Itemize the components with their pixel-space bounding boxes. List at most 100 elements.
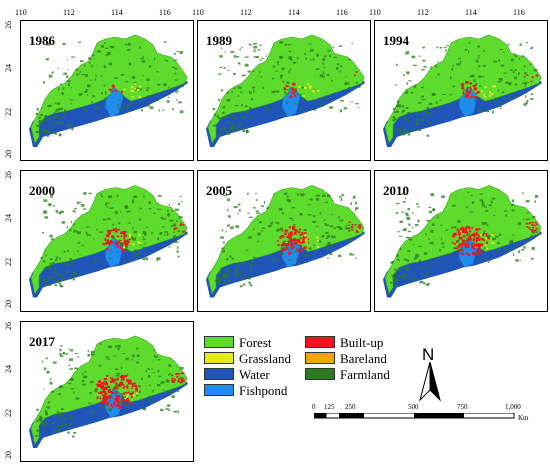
landcover-map-1994 [383, 34, 542, 147]
map-panel-1994: 1994 [374, 20, 548, 161]
landcover-map-2010 [383, 185, 542, 298]
builtup-patches [95, 372, 185, 410]
map-panel-1989: 1989 [197, 20, 371, 161]
panel-year-1986: 1986 [29, 33, 55, 48]
lon-tick-110: 110 [192, 8, 204, 17]
forest-area [30, 185, 188, 295]
lat-tick-24: 24 [4, 365, 13, 373]
legend-swatch-grassland [204, 352, 234, 364]
builtup-patches [460, 74, 539, 99]
water-area [206, 81, 365, 147]
scale-label-250: 250 [345, 403, 356, 411]
lon-tick-110: 110 [15, 8, 27, 17]
farmland-patches [40, 192, 183, 288]
lat-tick-22: 22 [4, 108, 13, 116]
legend-item-fishpond: Fishpond [204, 383, 287, 397]
panel-year-2017: 2017 [29, 334, 55, 349]
builtup-patches [108, 84, 123, 93]
north-arrow-icon [419, 362, 441, 402]
landcover-map-2005 [206, 185, 365, 298]
panel-year-2005: 2005 [206, 183, 232, 198]
water-area [29, 382, 188, 448]
builtup-patches [283, 71, 358, 99]
legend-swatch-builtup [305, 336, 335, 348]
water-area [29, 231, 188, 298]
map-panel-2010: 2010 [374, 170, 548, 312]
landcover-map-1989 [206, 34, 365, 147]
farmland-patches [35, 41, 184, 137]
map-panel-2000: 2000 [20, 170, 194, 312]
lon-tick-110: 110 [369, 8, 381, 17]
legend-label-grassland: Grassland [239, 350, 291, 366]
panel-year-1994: 1994 [383, 33, 409, 48]
panel-year-1989: 1989 [206, 33, 232, 48]
farmland-patches [212, 41, 361, 136]
lat-tick-20: 20 [4, 451, 13, 459]
builtup-patches [276, 221, 362, 255]
legend-item-builtup: Built-up [305, 335, 383, 349]
water-area [383, 231, 542, 298]
north-arrow: N [418, 346, 442, 402]
lon-tick-112: 112 [63, 8, 75, 17]
legend-label-bareland: Bareland [340, 350, 387, 366]
lat-tick-22: 22 [4, 258, 13, 266]
builtup-patches [102, 222, 185, 252]
legend-label-builtup: Built-up [340, 334, 384, 350]
scale-bar: 0 125 250 500 750 1,000 Km [312, 404, 537, 430]
legend-label-water: Water [239, 366, 270, 382]
lon-tick-114: 114 [111, 8, 123, 17]
farmland-patches [390, 191, 539, 287]
legend-swatch-forest [204, 336, 234, 348]
scale-label-125: 125 [324, 403, 335, 411]
panel-year-2000: 2000 [29, 183, 55, 198]
legend-item-bareland: Bareland [305, 351, 387, 365]
legend-label-fishpond: Fishpond [239, 382, 288, 398]
legend: Forest Grassland Water Fishpond Built-up… [204, 335, 414, 400]
legend-item-grassland: Grassland [204, 351, 291, 365]
legend-swatch-farmland [305, 368, 335, 380]
lon-tick-116: 116 [513, 8, 525, 17]
legend-swatch-bareland [305, 352, 335, 364]
lat-tick-24: 24 [4, 214, 13, 222]
legend-item-forest: Forest [204, 335, 272, 349]
lat-tick-26: 26 [4, 21, 13, 29]
water-area [383, 81, 542, 147]
legend-item-farmland: Farmland [305, 367, 390, 381]
legend-label-forest: Forest [239, 334, 272, 350]
map-panel-1986: 1986 [20, 20, 194, 161]
map-panel-2017: 2017 [20, 321, 194, 462]
scale-label-750: 750 [457, 403, 468, 411]
lat-tick-26: 26 [4, 322, 13, 330]
lon-tick-116: 116 [336, 8, 348, 17]
forest-area [207, 185, 365, 295]
north-arrow-label: N [422, 345, 435, 364]
lat-tick-20: 20 [4, 300, 13, 308]
scale-label-500: 500 [408, 403, 419, 411]
lat-tick-20: 20 [4, 150, 13, 158]
lat-tick-26: 26 [4, 171, 13, 179]
scale-label-1000: 1,000 [505, 403, 521, 411]
lon-tick-112: 112 [240, 8, 252, 17]
lon-tick-112: 112 [417, 8, 429, 17]
lat-tick-24: 24 [4, 64, 13, 72]
landcover-map-1986 [29, 34, 188, 147]
landcover-map-2017 [29, 335, 188, 448]
panel-year-2010: 2010 [383, 183, 409, 198]
grassland-patches [123, 83, 142, 98]
legend-item-water: Water [204, 367, 270, 381]
lon-tick-116: 116 [159, 8, 171, 17]
water-area [206, 231, 365, 298]
lon-tick-114: 114 [465, 8, 477, 17]
legend-swatch-water [204, 368, 234, 380]
lon-tick-114: 114 [288, 8, 300, 17]
landcover-map-2000 [29, 185, 188, 298]
legend-swatch-fishpond [204, 384, 234, 396]
grassland-patches [298, 83, 320, 98]
map-panel-2005: 2005 [197, 170, 371, 312]
builtup-patches [451, 221, 539, 257]
scale-bar-graphic [314, 413, 515, 419]
scale-label-0: 0 [312, 403, 316, 411]
legend-label-farmland: Farmland [340, 366, 390, 382]
scale-unit: Km [518, 414, 529, 422]
lat-tick-22: 22 [4, 409, 13, 417]
